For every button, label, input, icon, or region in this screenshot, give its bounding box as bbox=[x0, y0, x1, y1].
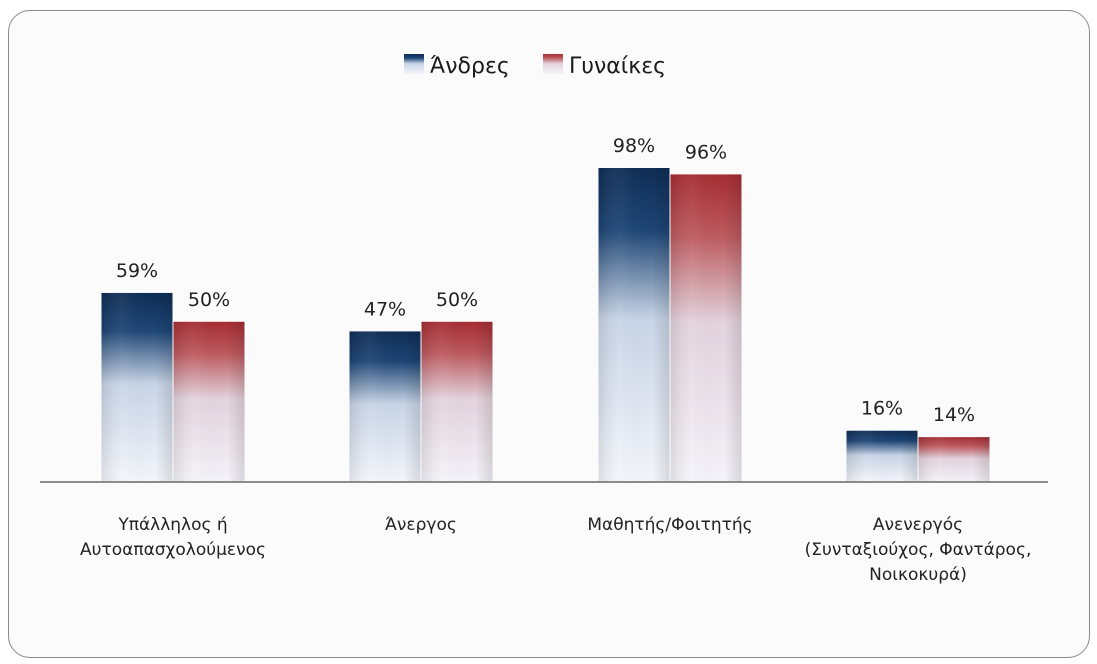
bar-shading-women-2 bbox=[670, 174, 742, 483]
value-labels-group: 59% 50% 47% 50% 98% 96% 16% 14% bbox=[116, 135, 975, 426]
bar-shading-men-2 bbox=[598, 168, 670, 482]
category-label-line: Ανενεργός bbox=[873, 515, 963, 535]
value-label-women-0: 50% bbox=[188, 289, 230, 311]
category-label-3: Ανενεργός (Συνταξιούχος, Φαντάρος, Νοικοκυ… bbox=[805, 515, 1032, 585]
category-label-line: (Συνταξιούχος, Φαντάρος, bbox=[805, 540, 1032, 560]
legend-label-women: Γυναίκες bbox=[569, 54, 666, 79]
value-label-men-3: 16% bbox=[861, 398, 903, 420]
category-labels-group: Υπάλληλος ή Αυτοαπασχολούμενος Άνεργος Μαθη… bbox=[80, 515, 1031, 585]
value-label-women-1: 50% bbox=[436, 289, 478, 311]
legend-swatch-women bbox=[543, 54, 563, 74]
legend-label-men: Άνδρες bbox=[430, 54, 510, 79]
category-label-line: Μαθητής/Φοιτητής bbox=[587, 515, 752, 535]
category-label-0: Υπάλληλος ή Αυτοαπασχολούμενος bbox=[80, 515, 266, 560]
category-label-line: Άνεργος bbox=[385, 515, 457, 535]
value-label-women-3: 14% bbox=[933, 404, 975, 426]
legend: Άνδρες Γυναίκες bbox=[404, 54, 666, 79]
category-label-1: Άνεργος bbox=[385, 515, 457, 535]
category-label-line: Υπάλληλος ή bbox=[117, 515, 227, 535]
bar-shading-men-0 bbox=[101, 292, 173, 482]
value-label-men-0: 59% bbox=[116, 260, 158, 282]
bar-shading-women-1 bbox=[421, 321, 493, 482]
category-label-line: Νοικοκυρά) bbox=[869, 565, 967, 585]
category-label-line: Αυτοαπασχολούμενος bbox=[80, 540, 266, 560]
bar-shading-women-0 bbox=[173, 321, 245, 482]
bar-shading-men-3 bbox=[846, 430, 918, 482]
bar-shading-women-3 bbox=[918, 437, 990, 482]
value-label-men-2: 98% bbox=[613, 135, 655, 157]
bars-group bbox=[101, 168, 990, 483]
category-label-2: Μαθητής/Φοιτητής bbox=[587, 515, 752, 535]
value-label-men-1: 47% bbox=[364, 298, 406, 320]
legend-swatch-men bbox=[404, 54, 424, 74]
bar-shading-men-1 bbox=[349, 331, 421, 482]
value-label-women-2: 96% bbox=[685, 141, 727, 163]
